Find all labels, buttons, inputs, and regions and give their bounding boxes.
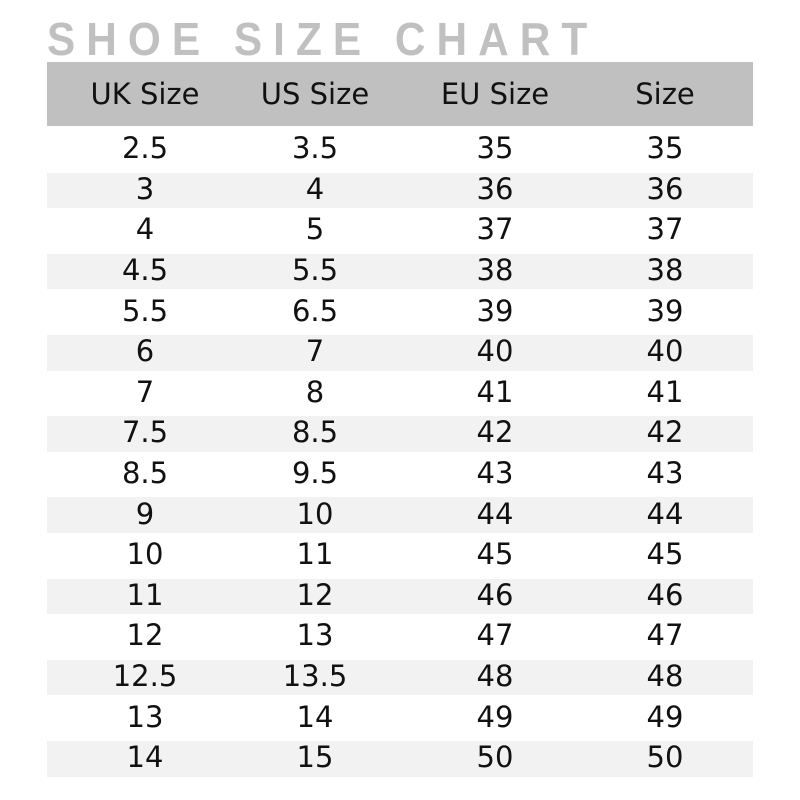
table-cell: 36 (476, 171, 514, 206)
table-row: 7.5 8.5 42 42 (47, 412, 753, 453)
table-cell: 35 (476, 131, 514, 166)
table-cell: 10 (126, 537, 164, 572)
table-cell: 47 (476, 618, 514, 653)
table-cell: 50 (476, 740, 514, 775)
size-table: UK Size US Size EU Size Size 2.5 3.5 35 35 3 4 36… (47, 62, 753, 778)
table-cell: 15 (296, 740, 334, 775)
table-cell: 14 (296, 699, 334, 734)
table-cell: 36 (646, 171, 684, 206)
table-row: 4 5 37 37 (47, 209, 753, 250)
table-row: 12 13 47 47 (47, 615, 753, 656)
table-cell: 44 (646, 496, 684, 531)
table-cell: 43 (476, 456, 514, 491)
table-row: 6 7 40 40 (47, 330, 753, 372)
table-cell: 8.5 (121, 456, 169, 491)
header-cell: Size (635, 77, 695, 111)
table-cell: 38 (646, 253, 684, 288)
table-cell: 13 (296, 618, 334, 653)
table-cell: 41 (476, 374, 514, 409)
table-cell: 10 (296, 496, 334, 531)
table-row: 3 4 36 36 (47, 168, 753, 210)
table-cell: 11 (296, 537, 334, 572)
table-row: 7 8 41 41 (47, 372, 753, 413)
table-cell: 38 (476, 253, 514, 288)
table-row: 11 12 46 46 (47, 574, 753, 616)
table-cell: 14 (126, 740, 164, 775)
table-cell: 44 (476, 496, 514, 531)
table-cell: 40 (646, 334, 684, 369)
table-cell: 47 (646, 618, 684, 653)
table-row: 14 15 50 50 (47, 736, 753, 778)
table-cell: 40 (476, 334, 514, 369)
table-row: 2.5 3.5 35 35 (47, 128, 753, 169)
table-cell: 5.5 (121, 293, 169, 328)
table-row: 10 11 45 45 (47, 534, 753, 575)
table-cell: 7.5 (121, 415, 169, 450)
table-row: 9 10 44 44 (47, 493, 753, 534)
table-cell: 49 (646, 699, 684, 734)
table-header: UK Size US Size EU Size Size (47, 62, 753, 126)
table-cell: 46 (646, 577, 684, 612)
table-cell: 46 (476, 577, 514, 612)
table-cell: 6 (135, 334, 155, 369)
table-cell: 37 (476, 212, 514, 247)
table-cell: 9 (135, 496, 155, 531)
table-cell: 45 (646, 537, 684, 572)
table-cell: 48 (646, 659, 684, 694)
table-cell: 39 (646, 293, 684, 328)
table-cell: 13 (126, 699, 164, 734)
table-cell: 7 (305, 334, 325, 369)
table-cell: 4 (135, 212, 155, 247)
table-cell: 12 (126, 618, 164, 653)
table-cell: 6.5 (291, 293, 339, 328)
table-cell: 8.5 (291, 415, 339, 450)
table-row: 13 14 49 49 (47, 696, 753, 737)
table-cell: 2.5 (121, 131, 169, 166)
header-cell: US Size (260, 77, 370, 111)
table-cell: 11 (126, 577, 164, 612)
table-cell: 35 (646, 131, 684, 166)
header-cell: EU Size (440, 77, 550, 111)
table-cell: 5 (305, 212, 325, 247)
table-cell: 41 (646, 374, 684, 409)
table-cell: 7 (135, 374, 155, 409)
table-cell: 48 (476, 659, 514, 694)
table-row: 4.5 5.5 38 38 (47, 249, 753, 291)
table-cell: 43 (646, 456, 684, 491)
table-cell: 9.5 (291, 456, 339, 491)
table-cell: 42 (476, 415, 514, 450)
header-cell: UK Size (90, 77, 200, 111)
table-cell: 4.5 (121, 253, 169, 288)
table-cell: 12 (296, 577, 334, 612)
table-cell: 12.5 (112, 659, 178, 694)
table-cell: 13.5 (282, 659, 348, 694)
table-cell: 50 (646, 740, 684, 775)
table-cell: 8 (305, 374, 325, 409)
table-cell: 45 (476, 537, 514, 572)
table-cell: 5.5 (291, 253, 339, 288)
table-cell: 3.5 (291, 131, 339, 166)
table-row: 8.5 9.5 43 43 (47, 453, 753, 494)
table-cell: 3 (135, 171, 155, 206)
table-row: 12.5 13.5 48 48 (47, 655, 753, 697)
table-cell: 42 (646, 415, 684, 450)
table-cell: 4 (305, 171, 325, 206)
table-row: 5.5 6.5 39 39 (47, 290, 753, 331)
table-cell: 37 (646, 212, 684, 247)
page-title: SHOE SIZE CHART (47, 13, 599, 65)
table-cell: 39 (476, 293, 514, 328)
table-cell: 49 (476, 699, 514, 734)
